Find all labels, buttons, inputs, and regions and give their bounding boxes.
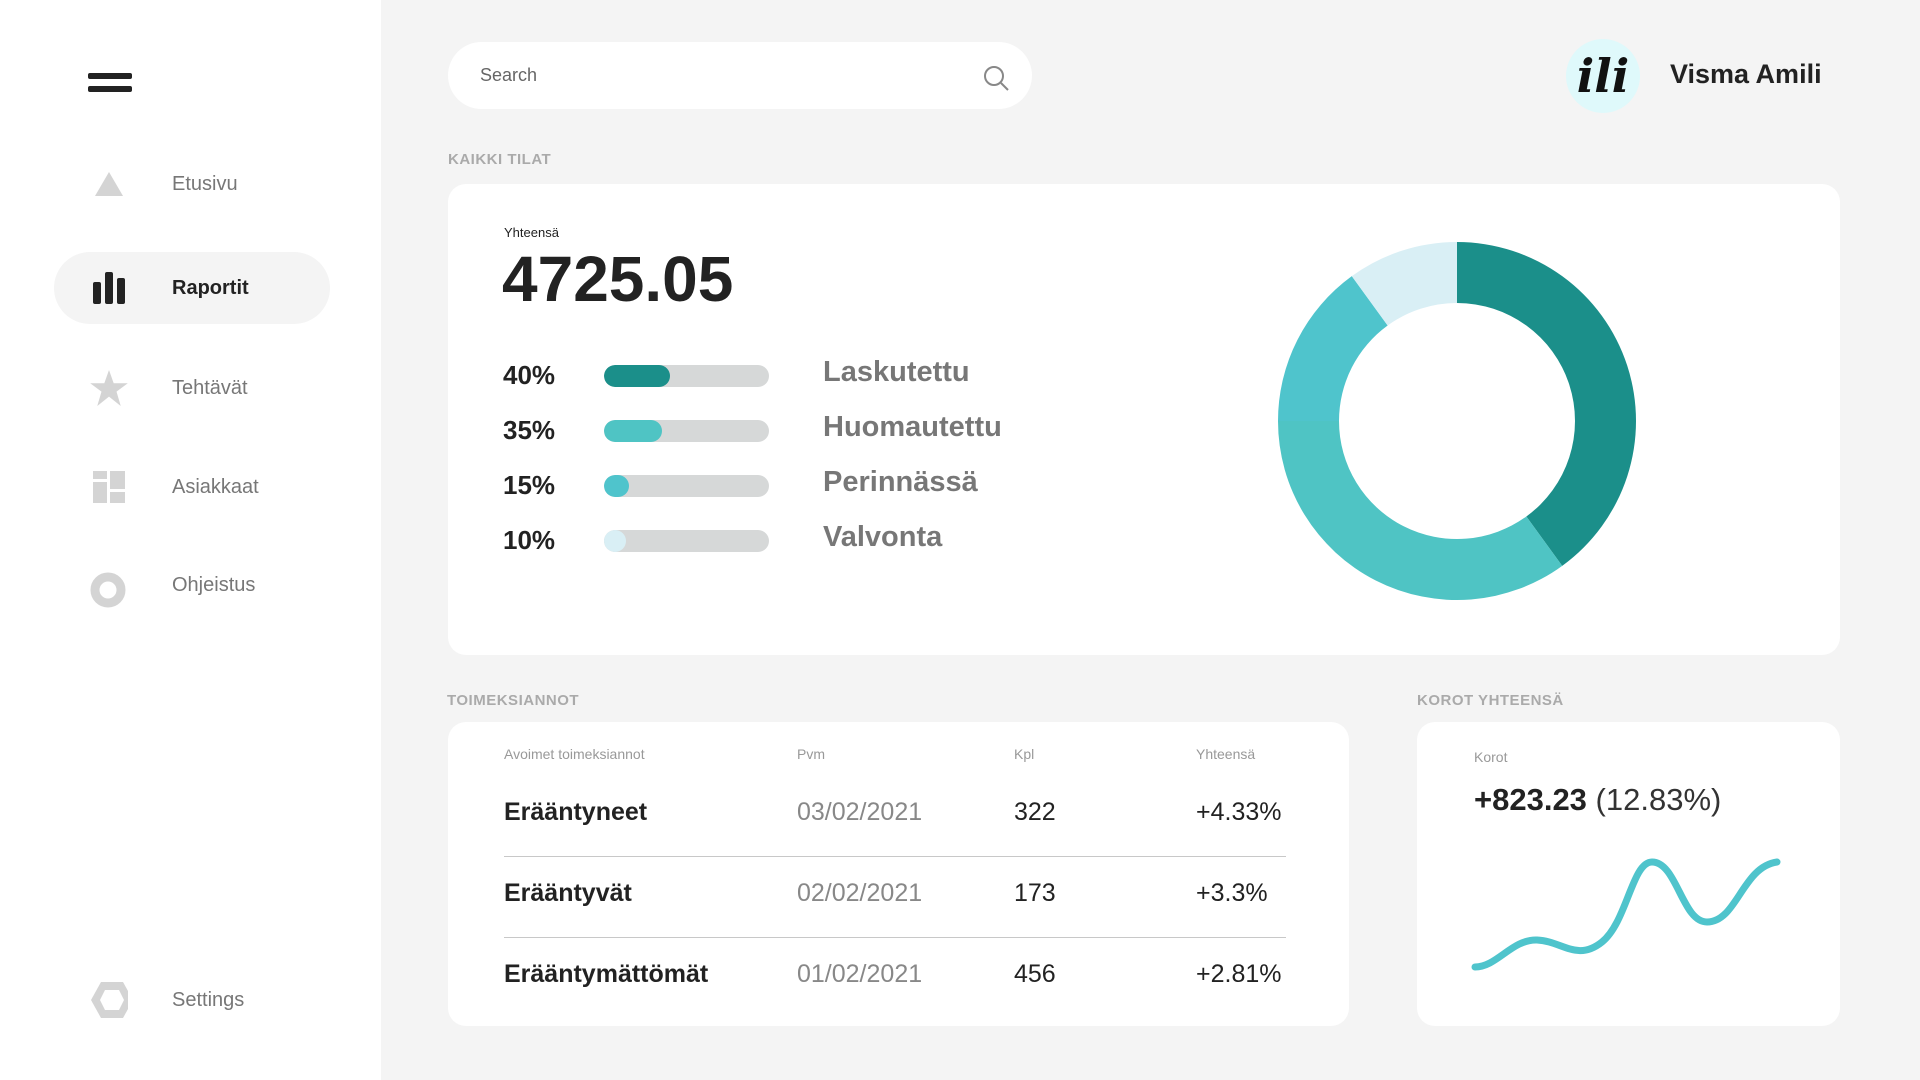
search-icon[interactable] (982, 64, 1010, 97)
column-header: Avoimet toimeksiannot (504, 746, 645, 762)
status-percent: 40% (503, 360, 556, 390)
status-row: 15% Perinnässä (503, 466, 1103, 500)
row-name: Erääntyneet (504, 798, 648, 826)
donut-slice-laskutettu (1457, 242, 1636, 566)
total-label: Yhteensä (504, 225, 559, 240)
row-date: 01/02/2021 (797, 960, 923, 988)
progress-fill (604, 530, 626, 552)
status-label: Valvonta (823, 521, 943, 553)
row-total: +4.33% (1196, 798, 1282, 826)
progress-bar (604, 475, 769, 497)
logo-text: ili (1576, 49, 1630, 103)
donut-slice-valvonta (1351, 242, 1457, 326)
sidebar-item-label: Ohjeistus (172, 573, 256, 596)
table-row[interactable]: Erääntymättömät 01/02/2021 456 +2.81% (504, 960, 1286, 1040)
orders-card: Avoimet toimeksiannot Pvm Kpl Yhteensä E… (448, 722, 1349, 1026)
column-header: Kpl (1014, 746, 1035, 762)
interest-value: +823.23 (1474, 782, 1587, 817)
sidebar-item-tehtavat[interactable]: Tehtävät (54, 352, 330, 424)
sidebar-item-label: Tehtävät (172, 376, 248, 399)
status-label: Huomautettu (823, 411, 1002, 443)
sidebar: Etusivu Raportit Tehtävät Asiakkaat Ohje… (0, 0, 381, 1080)
row-count: 173 (1014, 879, 1056, 907)
interest-value-line: +823.23 (12.83%) (1474, 782, 1721, 818)
user-name: Visma Amili (1670, 59, 1822, 89)
sidebar-item-label: Raportit (172, 276, 249, 299)
status-percent: 35% (503, 415, 556, 445)
status-percent: 10% (503, 525, 556, 555)
interest-card: Korot +823.23 (12.83%) (1417, 722, 1840, 1026)
row-name: Erääntymättömät (504, 960, 709, 988)
row-total: +2.81% (1196, 960, 1282, 988)
row-name: Erääntyvät (504, 879, 632, 907)
progress-fill (604, 475, 629, 497)
sidebar-item-label: Settings (172, 988, 245, 1011)
row-count: 456 (1014, 960, 1056, 988)
row-divider (504, 937, 1286, 938)
search-input[interactable] (480, 42, 960, 109)
status-row: 10% Valvonta (503, 521, 1103, 555)
section-title-interest: KOROT YHTEENSÄ (1417, 692, 1564, 709)
sidebar-item-settings[interactable]: Settings (54, 964, 330, 1036)
section-title-orders: TOIMEKSIANNOT (447, 692, 580, 709)
row-divider (504, 856, 1286, 857)
status-row: 35% Huomautettu (503, 411, 1103, 445)
column-header: Yhteensä (1196, 746, 1256, 762)
ring-icon (90, 566, 128, 608)
status-row: 40% Laskutettu (503, 356, 1103, 390)
progress-bar (604, 420, 769, 442)
sidebar-item-label: Etusivu (172, 172, 238, 195)
sidebar-item-ohjeistus[interactable]: Ohjeistus (54, 549, 330, 621)
sidebar-item-asiakkaat[interactable]: Asiakkaat (54, 451, 330, 523)
donut-chart (1278, 242, 1636, 600)
row-count: 322 (1014, 798, 1056, 826)
status-label: Laskutettu (823, 356, 970, 388)
interest-label: Korot (1474, 749, 1508, 765)
column-header: Pvm (797, 746, 825, 762)
progress-fill (604, 365, 670, 387)
sidebar-item-label: Asiakkaat (172, 475, 259, 498)
status-label: Perinnässä (823, 466, 978, 498)
section-title-all: KAIKKI TILAT (448, 151, 552, 168)
donut-slice-perinnässä (1278, 276, 1388, 421)
star-icon (90, 369, 128, 407)
dashboard-icon (90, 468, 128, 506)
row-total: +3.3% (1196, 879, 1268, 907)
user-logo[interactable]: ili (1566, 39, 1640, 113)
donut-slice-huomautettu (1278, 421, 1563, 600)
total-value: 4725.05 (502, 243, 734, 315)
progress-fill (604, 420, 662, 442)
summary-card: Yhteensä 4725.05 40% Laskutettu 35% Huoma… (448, 184, 1840, 655)
status-percent: 15% (503, 470, 556, 500)
interest-sparkline (1471, 858, 1781, 971)
progress-bar (604, 530, 769, 552)
triangle-icon (90, 165, 128, 203)
row-date: 02/02/2021 (797, 879, 923, 907)
hexagon-icon (90, 981, 128, 1019)
interest-percent: (12.83%) (1595, 782, 1722, 817)
search-bar (448, 42, 1032, 109)
table-row[interactable]: Erääntyvät 02/02/2021 173 +3.3% (504, 879, 1286, 959)
menu-icon[interactable] (88, 73, 132, 97)
bar-chart-icon (90, 269, 128, 307)
sidebar-item-etusivu[interactable]: Etusivu (54, 148, 330, 220)
row-date: 03/02/2021 (797, 798, 923, 826)
progress-bar (604, 365, 769, 387)
sidebar-item-raportit[interactable]: Raportit (54, 252, 330, 324)
table-row[interactable]: Erääntyneet 03/02/2021 322 +4.33% (504, 798, 1286, 878)
